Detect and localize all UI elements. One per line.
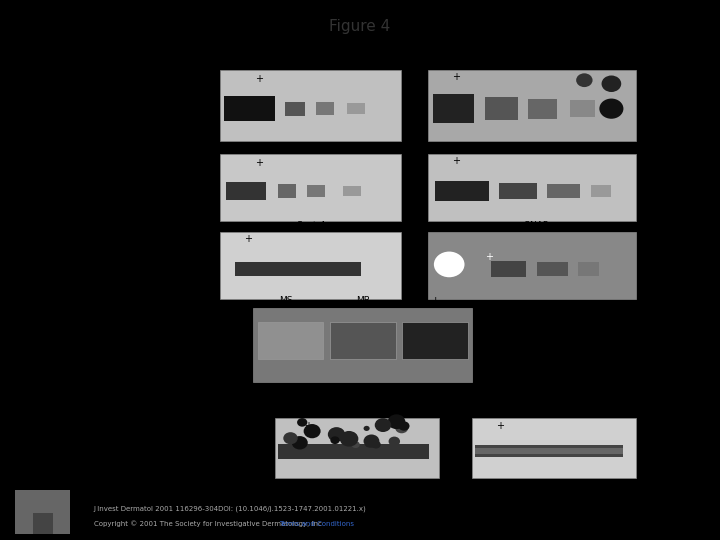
- Bar: [275, 418, 439, 478]
- Bar: [402, 322, 468, 359]
- Text: +: +: [244, 234, 252, 245]
- Circle shape: [374, 418, 391, 432]
- Bar: [235, 262, 361, 276]
- Text: +: +: [255, 75, 263, 84]
- Text: SNAP-25: SNAP-25: [292, 143, 330, 152]
- Text: SNAP-23: SNAP-23: [513, 57, 552, 66]
- Bar: [347, 103, 365, 114]
- Bar: [428, 232, 636, 299]
- Circle shape: [331, 433, 342, 441]
- Text: +: +: [451, 157, 460, 166]
- Circle shape: [395, 422, 408, 433]
- Bar: [224, 96, 274, 121]
- Bar: [307, 185, 325, 197]
- Text: Copyright © 2001 The Society for Investigative Dermatology, Inc: Copyright © 2001 The Society for Investi…: [94, 521, 324, 527]
- Bar: [428, 70, 636, 140]
- Bar: [285, 102, 305, 116]
- Bar: [32, 513, 53, 534]
- Bar: [279, 444, 430, 458]
- Bar: [499, 183, 536, 199]
- Text: +: +: [304, 421, 312, 431]
- Bar: [475, 445, 624, 457]
- Text: SNAP-23: SNAP-23: [338, 406, 377, 415]
- Bar: [258, 322, 323, 359]
- Text: VAMP-2: VAMP-2: [294, 57, 328, 66]
- Text: ~25 kDa: ~25 kDa: [170, 183, 210, 192]
- Bar: [528, 99, 557, 119]
- Circle shape: [340, 431, 359, 447]
- Text: ~110 kDa: ~110 kDa: [500, 337, 545, 346]
- Bar: [590, 185, 611, 197]
- Text: B: B: [166, 340, 176, 354]
- Circle shape: [292, 436, 307, 449]
- Text: ~ 23 kDa: ~ 23 kDa: [642, 100, 684, 110]
- Text: MS: MS: [279, 296, 293, 305]
- Text: ~35 kDa: ~35 kDa: [642, 444, 681, 453]
- Bar: [570, 100, 595, 117]
- Circle shape: [304, 424, 320, 438]
- Text: rab3a: rab3a: [519, 143, 546, 152]
- Text: Terms and Conditions: Terms and Conditions: [279, 521, 354, 527]
- Bar: [435, 181, 489, 201]
- Circle shape: [283, 432, 297, 444]
- Bar: [316, 102, 334, 115]
- Bar: [472, 418, 636, 478]
- Circle shape: [389, 436, 400, 446]
- Circle shape: [601, 76, 621, 92]
- Bar: [220, 232, 401, 299]
- Text: MB: MB: [356, 296, 369, 305]
- Bar: [220, 70, 401, 140]
- Bar: [253, 308, 472, 382]
- Circle shape: [372, 441, 381, 449]
- Circle shape: [297, 418, 307, 427]
- Circle shape: [398, 421, 410, 431]
- Bar: [475, 448, 624, 454]
- Bar: [547, 184, 580, 198]
- Bar: [578, 262, 599, 276]
- Bar: [491, 261, 526, 278]
- Text: C: C: [166, 448, 176, 462]
- Circle shape: [576, 73, 593, 87]
- Bar: [343, 186, 361, 197]
- Text: Figure 4: Figure 4: [329, 19, 391, 34]
- Bar: [433, 94, 474, 123]
- Circle shape: [434, 252, 464, 277]
- Text: A: A: [166, 166, 176, 180]
- Text: Synt-4: Synt-4: [296, 221, 325, 230]
- Circle shape: [364, 435, 379, 448]
- Text: +: +: [255, 158, 263, 168]
- Text: ~25 kDa: ~25 kDa: [642, 183, 681, 192]
- Circle shape: [328, 427, 345, 442]
- Bar: [428, 154, 636, 221]
- Text: J Invest Dermatol 2001 116296-304DOI: (10.1046/j.1523-1747.2001.01221.x): J Invest Dermatol 2001 116296-304DOI: (1…: [94, 506, 366, 512]
- Text: +: +: [431, 296, 438, 305]
- Text: α-SNAP: α-SNAP: [516, 221, 549, 230]
- Text: ~23 kDa: ~23 kDa: [225, 444, 264, 453]
- Bar: [16, 490, 71, 534]
- Bar: [536, 262, 567, 276]
- Bar: [278, 184, 297, 198]
- Text: Synt-4: Synt-4: [539, 406, 569, 415]
- Text: +: +: [495, 421, 503, 431]
- Bar: [226, 182, 266, 200]
- Text: ~35 kDa: ~35 kDa: [170, 261, 210, 270]
- Text: -35 kDa: -35 kDa: [642, 261, 677, 270]
- Circle shape: [599, 99, 624, 119]
- Circle shape: [387, 414, 405, 429]
- Text: ~18 kDa: ~18 kDa: [170, 100, 210, 110]
- Circle shape: [365, 442, 372, 447]
- Bar: [485, 97, 518, 120]
- Bar: [330, 322, 395, 359]
- Circle shape: [364, 426, 369, 431]
- Circle shape: [351, 441, 360, 448]
- Text: +: +: [451, 72, 460, 82]
- Circle shape: [330, 436, 340, 444]
- Text: +: +: [485, 252, 492, 262]
- Bar: [220, 154, 401, 221]
